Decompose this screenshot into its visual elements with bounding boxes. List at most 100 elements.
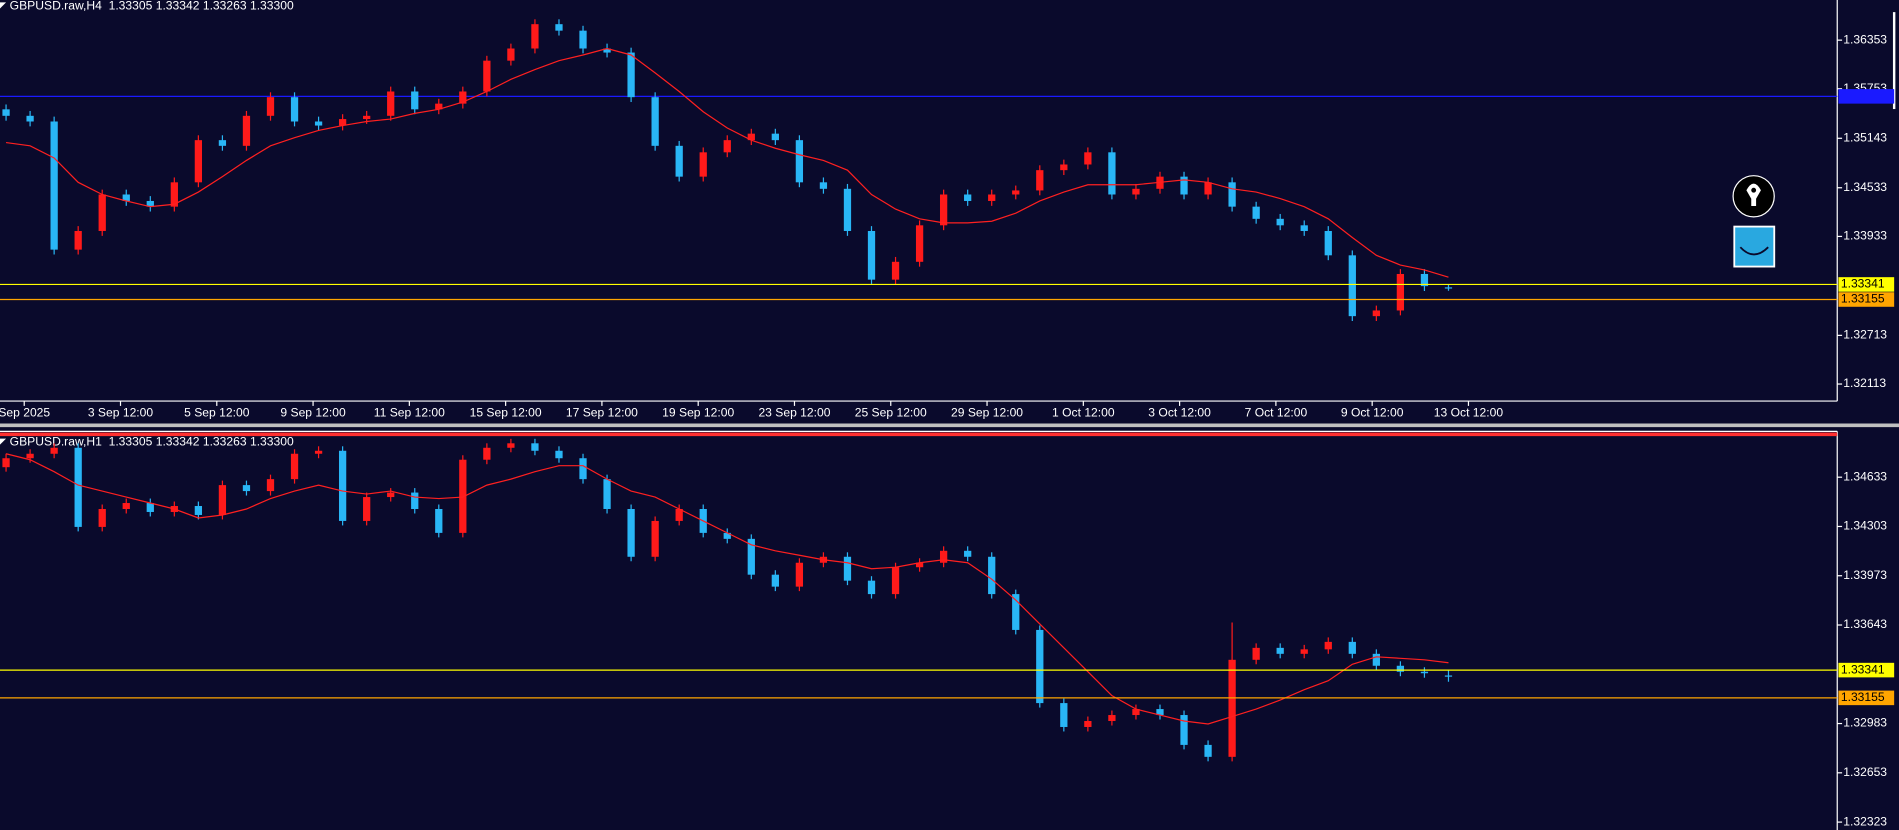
candle-body	[1396, 665, 1405, 672]
candle-body	[699, 152, 707, 177]
candle-body	[603, 48, 611, 53]
candle-body	[1372, 310, 1380, 317]
candle-body	[435, 103, 443, 110]
candle-body	[627, 508, 635, 557]
candle-body	[1204, 182, 1212, 195]
candle-body	[1036, 170, 1044, 191]
price-level-label: 1.33155	[1841, 690, 1885, 704]
candle-body	[771, 133, 779, 141]
candle-body	[74, 230, 82, 250]
line-price-label	[1838, 89, 1895, 104]
y-tick-label: 1.32653	[1843, 765, 1887, 779]
candle-body	[98, 194, 106, 231]
x-tick-label: Sep 2025	[0, 405, 50, 419]
x-tick-label: 9 Oct 12:00	[1341, 405, 1404, 419]
candle-body	[915, 225, 924, 262]
candle-body	[1108, 715, 1116, 722]
candle-body	[338, 119, 347, 126]
price-level-label: 1.33155	[1841, 292, 1885, 306]
candle-body	[314, 121, 323, 126]
candle-body	[795, 562, 804, 587]
candle-body	[435, 508, 443, 533]
candle-body	[988, 556, 996, 595]
candle-body	[603, 479, 611, 509]
candle-body	[555, 450, 563, 459]
candle-body	[1324, 641, 1332, 650]
candle-body	[771, 574, 779, 587]
y-tick-label: 1.36353	[1843, 32, 1887, 46]
candle-body	[939, 194, 948, 226]
candle-body	[387, 91, 395, 116]
y-tick-label: 1.33643	[1843, 617, 1887, 631]
price-level-box	[1838, 690, 1895, 706]
candle-body	[819, 182, 828, 189]
y-tick-label: 1.34303	[1843, 519, 1887, 533]
candle-body	[50, 121, 58, 250]
candle-body	[891, 261, 900, 280]
y-tick-label: 1.35143	[1843, 130, 1887, 144]
candle-body	[1204, 744, 1212, 757]
candle-body	[507, 443, 515, 448]
y-tick-label: 1.33933	[1843, 229, 1887, 243]
y-tick-label: 1.32713	[1843, 328, 1887, 342]
chart-header: GBPUSD.raw,H1 1.33305 1.33342 1.33263 1.…	[10, 434, 294, 448]
smile-icon[interactable]	[1733, 225, 1776, 268]
header-arrow	[0, 438, 7, 445]
candle-body	[1132, 188, 1140, 195]
x-tick-label: 5 Sep 12:00	[184, 405, 250, 419]
candle-body	[122, 503, 130, 509]
candle-body	[50, 447, 58, 454]
x-tick-label: 29 Sep 12:00	[951, 405, 1023, 419]
y-tick-label: 1.32983	[1843, 716, 1887, 730]
candle-body	[363, 115, 371, 120]
y-tick-label: 1.32113	[1843, 376, 1886, 390]
y-tick-label: 1.34533	[1843, 180, 1887, 194]
candle-body	[98, 508, 106, 527]
y-tick-label: 1.32323	[1843, 814, 1887, 828]
candle-body	[964, 550, 972, 557]
candle-body	[1300, 225, 1308, 231]
candle-body	[26, 453, 34, 459]
candle-body	[194, 140, 203, 183]
candle-body	[459, 91, 467, 104]
candle-body	[1132, 709, 1140, 716]
candle-body	[1036, 629, 1044, 704]
candle-body	[675, 508, 683, 521]
candle-body	[1108, 152, 1116, 195]
candle-body	[843, 556, 852, 581]
candle-body	[867, 580, 876, 595]
candle-body	[651, 520, 659, 557]
x-tick-label: 9 Sep 12:00	[280, 405, 346, 419]
candle-body	[122, 194, 130, 201]
candle-body	[146, 503, 154, 512]
candle-body	[723, 532, 731, 539]
x-tick-label: 17 Sep 12:00	[566, 405, 638, 419]
scroll-marker	[1892, 12, 1896, 110]
candle-body	[363, 497, 371, 521]
candle-body	[1420, 671, 1429, 674]
candle-body	[507, 48, 515, 61]
candle-body	[915, 562, 924, 568]
price-level-label: 1.33341	[1841, 277, 1885, 291]
candle-body	[1252, 647, 1260, 660]
candle-body	[218, 140, 227, 146]
candle-body	[1012, 190, 1020, 195]
candle-body	[459, 459, 467, 533]
candle-body	[1348, 255, 1356, 317]
candle-body	[1228, 182, 1236, 207]
candle-body	[1372, 653, 1380, 666]
candle-body	[1276, 218, 1284, 226]
candle-body	[531, 443, 539, 451]
y-tick-label: 1.34633	[1843, 469, 1887, 483]
candle-body	[531, 24, 539, 49]
price-level-label: 1.33341	[1841, 662, 1885, 676]
candle-body	[627, 52, 635, 98]
candle-body	[314, 450, 323, 454]
candle-body	[1324, 230, 1332, 256]
candle-body	[651, 97, 659, 146]
candle-body	[1084, 152, 1092, 165]
candle-body	[939, 550, 948, 563]
candle-body	[338, 450, 347, 521]
candle-body	[242, 115, 251, 146]
